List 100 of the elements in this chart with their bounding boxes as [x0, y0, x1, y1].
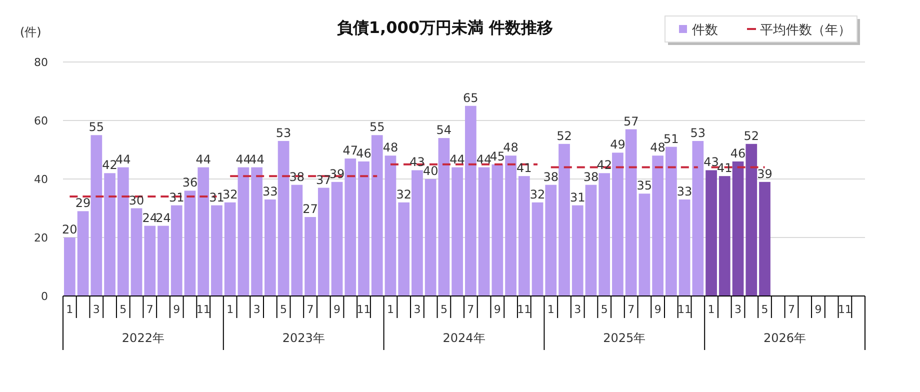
x-tick-label: 5: [280, 303, 288, 316]
x-tick-label: 3: [92, 303, 100, 316]
bar: [344, 158, 356, 296]
bar: [625, 129, 637, 296]
data-label: 57: [623, 114, 639, 128]
data-label: 39: [329, 166, 345, 181]
data-label: 48: [503, 140, 518, 155]
x-tick-label: 3: [574, 303, 582, 316]
x-tick-label: 1: [386, 303, 394, 316]
y-tick-label: 20: [34, 232, 48, 244]
bar: [64, 238, 76, 296]
data-label: 45: [490, 149, 506, 164]
data-label: 55: [369, 120, 385, 134]
bar: [384, 156, 396, 296]
bar: [158, 226, 169, 296]
data-label: 24: [156, 210, 171, 225]
x-tick-label: 7: [467, 303, 474, 316]
data-label: 53: [276, 126, 292, 140]
bar: [692, 140, 704, 296]
bar: [452, 167, 463, 296]
data-label: 54: [436, 123, 452, 138]
bar: [130, 208, 142, 296]
bar: [759, 182, 770, 296]
y-axis-title: (件): [20, 25, 42, 39]
y-tick-label: 40: [34, 173, 48, 186]
data-label: 48: [650, 140, 666, 155]
bar: [492, 164, 504, 296]
x-tick-label: 1: [226, 303, 234, 316]
text: 2023年: [282, 331, 325, 345]
data-label: 33: [676, 184, 692, 198]
data-label: 55: [88, 120, 104, 134]
x-tick-label: 11: [356, 303, 371, 316]
data-label: 38: [543, 170, 559, 184]
x-tick-label: 1: [66, 303, 74, 316]
bar: [572, 205, 584, 296]
bar: [746, 144, 758, 296]
bar: [598, 173, 610, 296]
bar: [652, 156, 664, 296]
data-label: 44: [249, 152, 264, 166]
bar: [612, 152, 624, 296]
bar: [518, 176, 530, 296]
data-label: 42: [102, 158, 118, 172]
data-label: 39: [757, 166, 772, 181]
bar: [144, 226, 156, 296]
data-label: 29: [75, 196, 91, 210]
bar: [238, 167, 250, 296]
x-tick-label: 11: [838, 303, 852, 316]
x-tick-label: 5: [120, 303, 127, 316]
x-tick-label: 9: [334, 303, 341, 316]
bar: [77, 211, 89, 296]
bar: [438, 138, 450, 296]
data-label: 51: [664, 132, 679, 146]
y-tick-label: 60: [34, 114, 48, 128]
bar: [358, 161, 370, 296]
legend-label: 平均件数（年）: [760, 23, 851, 38]
bar: [478, 167, 490, 296]
data-label: 44: [476, 152, 492, 166]
data-label: 24: [142, 210, 158, 225]
bar: [532, 202, 544, 296]
bar: [465, 106, 476, 296]
x-tick-label: 5: [761, 303, 768, 316]
x-tick-label: 7: [628, 303, 635, 316]
data-label: 41: [516, 161, 532, 176]
y-tick-label: 0: [41, 290, 48, 303]
y-tick-label: 80: [34, 56, 48, 69]
bar: [170, 205, 182, 296]
text: 2025年: [603, 331, 646, 345]
bar: [211, 205, 222, 296]
bar: [278, 140, 290, 296]
bar: [424, 179, 436, 296]
data-label: 44: [236, 152, 252, 166]
x-tick-label: 1: [547, 303, 554, 316]
data-label: 35: [636, 178, 652, 193]
legend-label: 件数: [692, 23, 718, 38]
x-tick-label: 11: [678, 303, 692, 316]
data-label: 31: [209, 190, 224, 204]
chart-title: 負債1,000万円未満 件数推移: [336, 18, 554, 37]
bar: [104, 173, 116, 296]
bar: [318, 188, 330, 296]
data-label: 32: [396, 187, 412, 202]
data-label: 44: [196, 152, 211, 166]
bar: [331, 182, 343, 296]
data-label: 31: [168, 190, 184, 204]
data-label: 31: [570, 190, 586, 204]
x-tick-label: 3: [253, 303, 260, 316]
x-tick-label: 11: [196, 303, 210, 316]
x-tick-label: 3: [414, 303, 421, 316]
data-label: 46: [356, 146, 372, 160]
data-label: 36: [182, 176, 198, 190]
bar: [666, 146, 677, 296]
bar: [291, 184, 303, 296]
data-label: 49: [610, 138, 626, 152]
x-tick-label: 7: [788, 303, 795, 316]
x-tick-label: 5: [440, 303, 448, 316]
bar: [585, 184, 597, 296]
bar: [90, 135, 102, 296]
x-tick-label: 7: [306, 303, 314, 316]
data-label: 52: [744, 128, 760, 143]
text: 2022年: [122, 331, 164, 345]
text: 2024年: [442, 331, 486, 345]
